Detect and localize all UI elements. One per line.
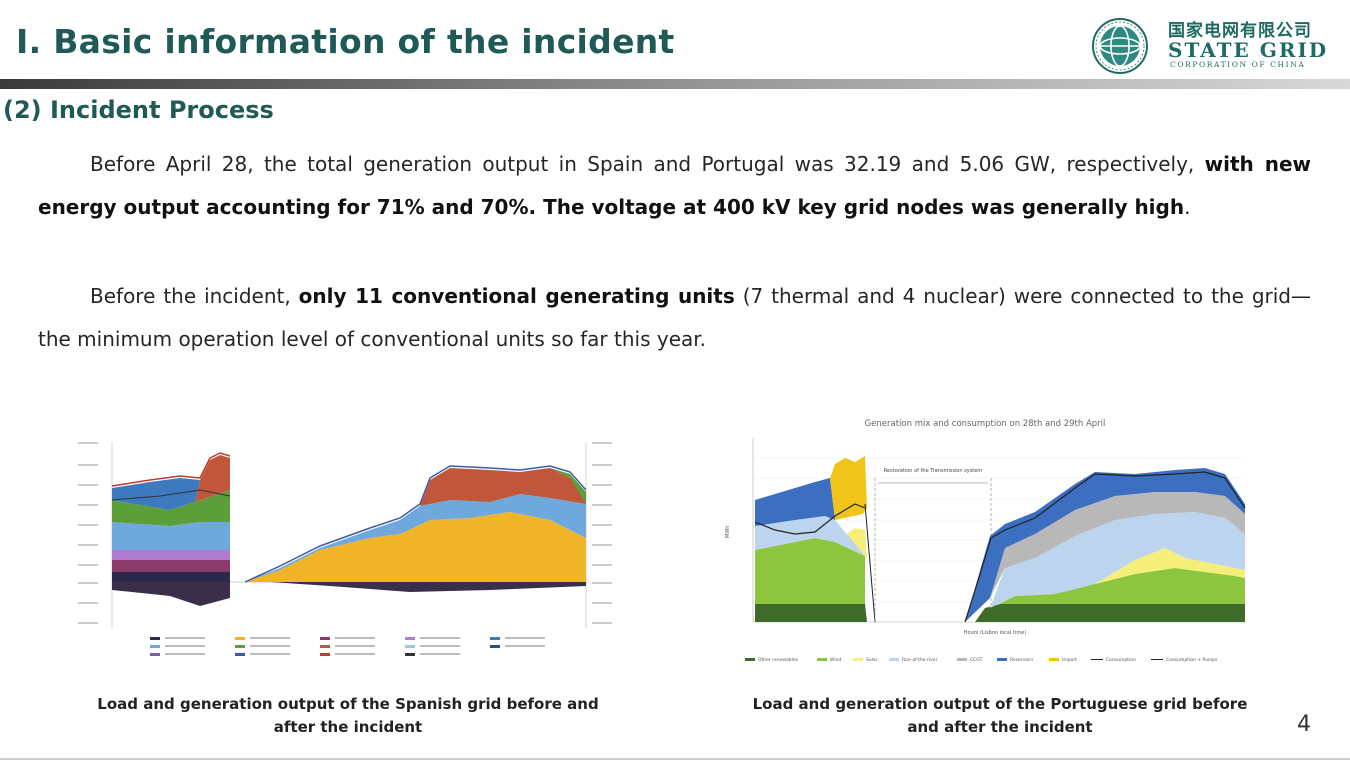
paragraph1-bold: with new energy output accounting for 71…	[38, 152, 1312, 219]
legend-consumption-pumps: Consumption + Pumps	[1166, 657, 1218, 663]
page-title: I. Basic information of the incident	[16, 22, 675, 61]
logo-english-name: STATE GRID	[1168, 38, 1329, 62]
state-grid-logo: 国家电网有限公司 STATE GRID CORPORATION OF CHINA	[1088, 14, 1338, 76]
legend-import: Import	[1062, 657, 1077, 663]
portugal-chart-caption: Load and generation output of the Portug…	[752, 695, 1248, 736]
paragraph2-text-a: Before the incident,	[90, 284, 299, 308]
legend-solar: Solar	[866, 657, 878, 663]
portugal-chart-title: Generation mix and consumption on 28th a…	[865, 419, 1106, 429]
spain-generation-chart-image	[70, 410, 615, 670]
globe-logo-icon	[1092, 18, 1148, 74]
legend-consumption: Consumption	[1106, 657, 1136, 663]
restoration-annotation: Restoration of the Transmission system	[884, 468, 983, 474]
paragraph2-text-c: (7 thermal and 4 nuclear) were connected…	[38, 284, 1311, 351]
paragraph1-text-c: .	[1184, 195, 1191, 219]
paragraph-conventional-units: Before the incident, only 11 conventiona…	[38, 275, 1311, 361]
logo-chinese-name: 国家电网有限公司	[1168, 21, 1312, 41]
paragraph1-text-a: Before April 28, the total generation ou…	[90, 152, 1205, 176]
legend-reservoirs: Reservoirs	[1010, 657, 1034, 663]
spain-chart-caption: Load and generation output of the Spanis…	[97, 695, 599, 736]
logo-subtitle: CORPORATION OF CHINA	[1170, 60, 1306, 69]
header-divider	[0, 79, 1350, 89]
portugal-y-axis-label: MWh	[725, 526, 731, 538]
legend-run-of-river: Run-of-the-river	[902, 657, 938, 663]
legend-wind: Wind	[830, 657, 841, 663]
footer-divider	[0, 758, 1350, 760]
page-number: 4	[1297, 712, 1311, 737]
section-subtitle: (2) Incident Process	[3, 96, 274, 124]
paragraph2-bold: only 11 conventional generating units	[298, 284, 735, 308]
legend-other-renewables: Other renewables	[758, 657, 799, 663]
legend-ccgt: CCGT	[970, 657, 983, 663]
portugal-generation-chart-image: Generation mix and consumption on 28th a…	[715, 408, 1255, 670]
portugal-x-axis-label: Hours (Lisbon local time)	[964, 630, 1026, 636]
paragraph-generation-output: Before April 28, the total generation ou…	[38, 143, 1311, 229]
